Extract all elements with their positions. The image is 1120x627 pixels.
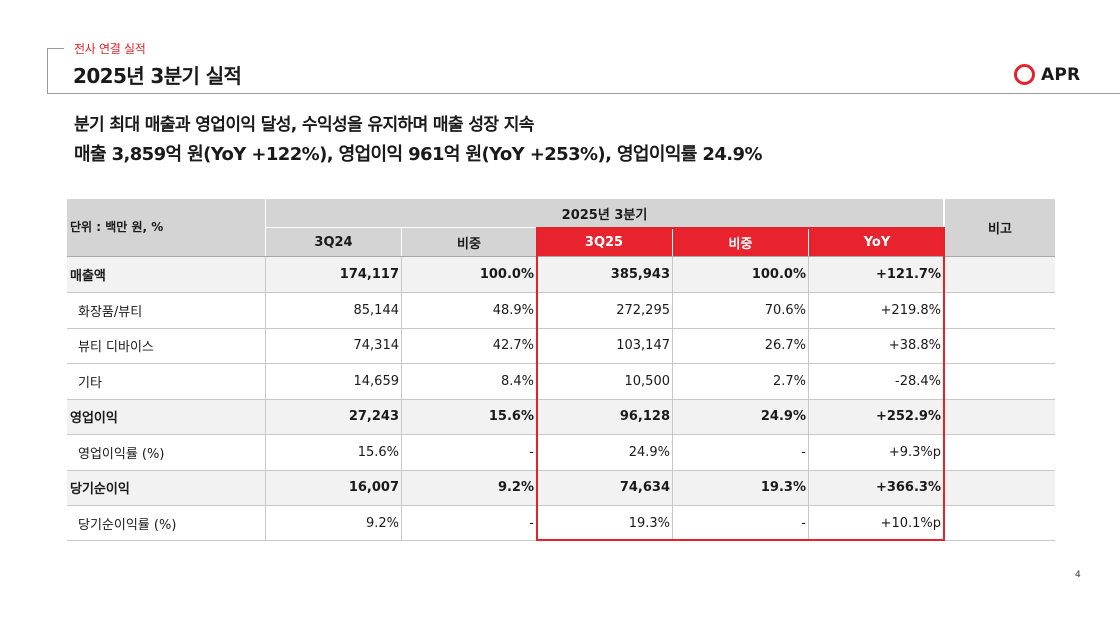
cell-opm-yoy: +9.3%p [888, 445, 941, 460]
col-header-yoy: YoY [809, 228, 945, 256]
cell-op-3q24: 27,243 [348, 409, 399, 424]
logo-text: APR [1041, 64, 1081, 85]
cell-other-3q25: 10,500 [624, 374, 671, 389]
cell-other-3q24: 14,659 [353, 374, 400, 389]
group-header-cell: 2025년 3분기 [266, 199, 943, 227]
cell-nim-3q24: 9.2% [365, 516, 399, 531]
row-label-op-margin: 영업이익률 (%) [78, 447, 165, 462]
row-label-other: 기타 [78, 376, 102, 391]
cell-nim-share-3q24: - [529, 516, 534, 531]
highlight-3q25-frame [536, 227, 945, 541]
cell-cosmetics-yoy: +219.8% [880, 303, 941, 318]
col-header-share-3q25: 비중 [673, 228, 808, 256]
row-label-net-margin: 당기순이익률 (%) [78, 518, 177, 533]
cell-revenue-share-3q25: 100.0% [751, 267, 806, 282]
cell-other-yoy: -28.4% [895, 374, 941, 389]
row-label-beauty-device: 뷰티 디바이스 [78, 340, 154, 355]
cell-op-yoy: +252.9% [875, 409, 941, 424]
note-header-cell: 비고 [945, 199, 1055, 256]
section-category: 전사 연결 실적 [74, 42, 146, 56]
cell-opm-3q24: 15.6% [357, 445, 399, 460]
page-title: 2025년 3분기 실적 [73, 64, 242, 88]
cell-other-share-3q25: 2.7% [772, 374, 806, 389]
cell-op-share-3q24: 15.6% [488, 409, 534, 424]
cell-opm-share-3q25: - [801, 445, 806, 460]
cell-revenue-3q25: 385,943 [610, 267, 670, 282]
cell-device-3q24: 74,314 [353, 338, 400, 353]
cell-device-yoy: +38.8% [888, 338, 941, 353]
unit-label-cell: 단위 : 백만 원, % [67, 199, 265, 256]
col-header-3q24: 3Q24 [266, 228, 401, 256]
cell-nim-yoy: +10.1%p [880, 516, 941, 531]
header-rule-top [47, 48, 64, 49]
cell-device-3q25: 103,147 [616, 338, 670, 353]
cell-nim-3q25: 19.3% [628, 516, 670, 531]
apr-logo: APR [1014, 64, 1080, 85]
cell-other-share-3q24: 8.4% [500, 374, 534, 389]
header-rule-bottom [47, 93, 1120, 94]
cell-opm-share-3q24: - [529, 445, 534, 460]
headline-figures: 매출 3,859억 원(YoY +122%), 영업이익 961억 원(YoY … [74, 144, 762, 165]
results-table: 단위 : 백만 원, % 2025년 3분기 비고 3Q24 비중 3Q25 비… [67, 199, 1055, 541]
cell-ni-yoy: +366.3% [875, 480, 941, 495]
band-net-income [67, 470, 1055, 505]
logo-ring-icon [1014, 64, 1035, 85]
cell-opm-3q25: 24.9% [628, 445, 670, 460]
header-rule-left [47, 48, 48, 94]
cell-ni-share-3q24: 9.2% [497, 480, 534, 495]
cell-cosmetics-share-3q24: 48.9% [492, 303, 534, 318]
cell-op-3q25: 96,128 [619, 409, 670, 424]
cell-ni-share-3q25: 19.3% [760, 480, 806, 495]
cell-cosmetics-3q25: 272,295 [616, 303, 670, 318]
cell-ni-3q24: 16,007 [348, 480, 399, 495]
col-header-3q25: 3Q25 [536, 228, 672, 256]
col-header-share-3q24: 비중 [402, 228, 536, 256]
band-operating-profit [67, 399, 1055, 434]
cell-cosmetics-share-3q25: 70.6% [764, 303, 806, 318]
cell-ni-3q25: 74,634 [619, 480, 670, 495]
cell-device-share-3q25: 26.7% [764, 338, 806, 353]
cell-revenue-yoy: +121.7% [875, 267, 941, 282]
cell-op-share-3q25: 24.9% [760, 409, 806, 424]
row-label-revenue: 매출액 [70, 269, 106, 284]
cell-revenue-3q24: 174,117 [339, 267, 399, 282]
row-label-net-income: 당기순이익 [70, 482, 130, 497]
band-revenue [67, 257, 1055, 292]
headline-summary: 분기 최대 매출과 영업이익 달성, 수익성을 유지하며 매출 성장 지속 [74, 115, 534, 135]
cell-device-share-3q24: 42.7% [492, 338, 534, 353]
cell-nim-share-3q25: - [801, 516, 806, 531]
cell-note-revenue [945, 257, 1055, 292]
page-number: 4 [1075, 570, 1081, 580]
row-label-cosmetics: 화장품/뷰티 [78, 305, 143, 320]
cell-revenue-share-3q24: 100.0% [479, 267, 534, 282]
row-label-operating-profit: 영업이익 [70, 411, 118, 426]
cell-cosmetics-3q24: 85,144 [353, 303, 400, 318]
